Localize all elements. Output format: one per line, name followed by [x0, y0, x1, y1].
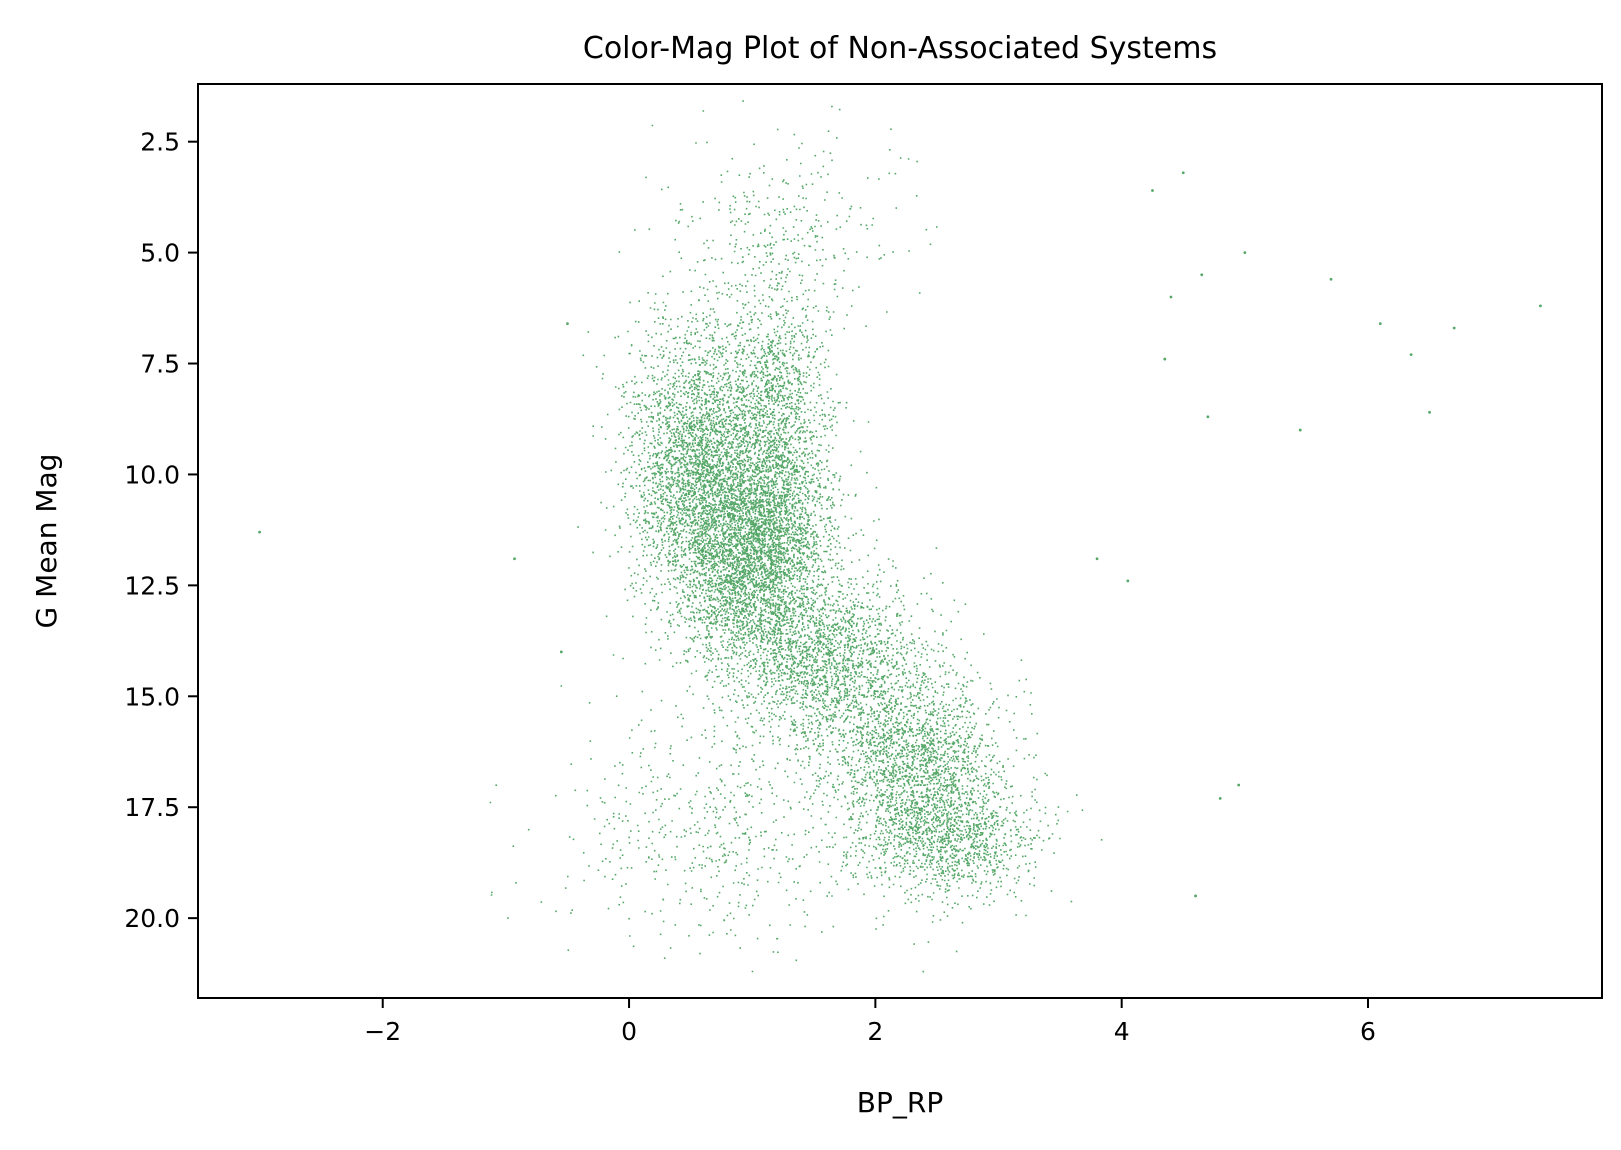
- x-tick-label: 2: [867, 1017, 883, 1046]
- scatter-point: [1169, 295, 1173, 299]
- y-tick-label: 20.0: [124, 904, 180, 933]
- y-tick-label: 10.0: [124, 460, 180, 489]
- scatter-point: [1206, 415, 1210, 419]
- scatter-point: [1298, 428, 1302, 432]
- scatter-point: [559, 650, 563, 654]
- scatter-point: [1163, 357, 1167, 361]
- chart-title: Color-Mag Plot of Non-Associated Systems: [583, 31, 1217, 66]
- scatter-point: [1243, 251, 1247, 255]
- x-tick-label: 4: [1114, 1017, 1130, 1046]
- x-axis-title: BP_RP: [857, 1086, 943, 1119]
- scatter-point: [1452, 326, 1456, 330]
- scatter-point: [1218, 796, 1222, 800]
- y-tick-label: 15.0: [124, 682, 180, 711]
- scatter-point: [513, 557, 516, 561]
- scatter-point: [1194, 894, 1197, 898]
- x-axis: −2 0 2 4 6: [364, 998, 1376, 1046]
- y-tick-label: 7.5: [140, 350, 180, 379]
- scatter-point: [258, 530, 261, 534]
- scatter-point: [1200, 273, 1204, 277]
- scatter-point: [1428, 410, 1431, 414]
- scatter-point: [1126, 579, 1130, 583]
- y-tick-label: 2.5: [140, 128, 180, 157]
- plot-frame: [197, 83, 1603, 999]
- x-tick-label: −2: [364, 1017, 401, 1046]
- points-layer: [258, 100, 1542, 973]
- x-tick-label: 0: [621, 1017, 637, 1046]
- scatter-point: [1378, 322, 1382, 325]
- y-tick-label: 12.5: [124, 571, 180, 600]
- scatter-point: [1181, 171, 1185, 175]
- scatter-point: [1237, 783, 1241, 787]
- y-axis: 2.5 5.0 7.5 10.0 12.5 15.0 17.5 20.0: [124, 128, 198, 933]
- x-tick-label: 6: [1360, 1017, 1376, 1046]
- y-tick-label: 5.0: [140, 239, 180, 268]
- scatter-point: [1409, 353, 1413, 357]
- scatter-point: [566, 322, 569, 325]
- scatter-point: [1095, 557, 1099, 561]
- scatter-point: [1151, 189, 1154, 192]
- scatter-point: [1329, 277, 1333, 281]
- y-axis-title: G Mean Mag: [30, 454, 63, 629]
- scatter-point: [1539, 304, 1542, 308]
- y-tick-label: 17.5: [124, 793, 180, 822]
